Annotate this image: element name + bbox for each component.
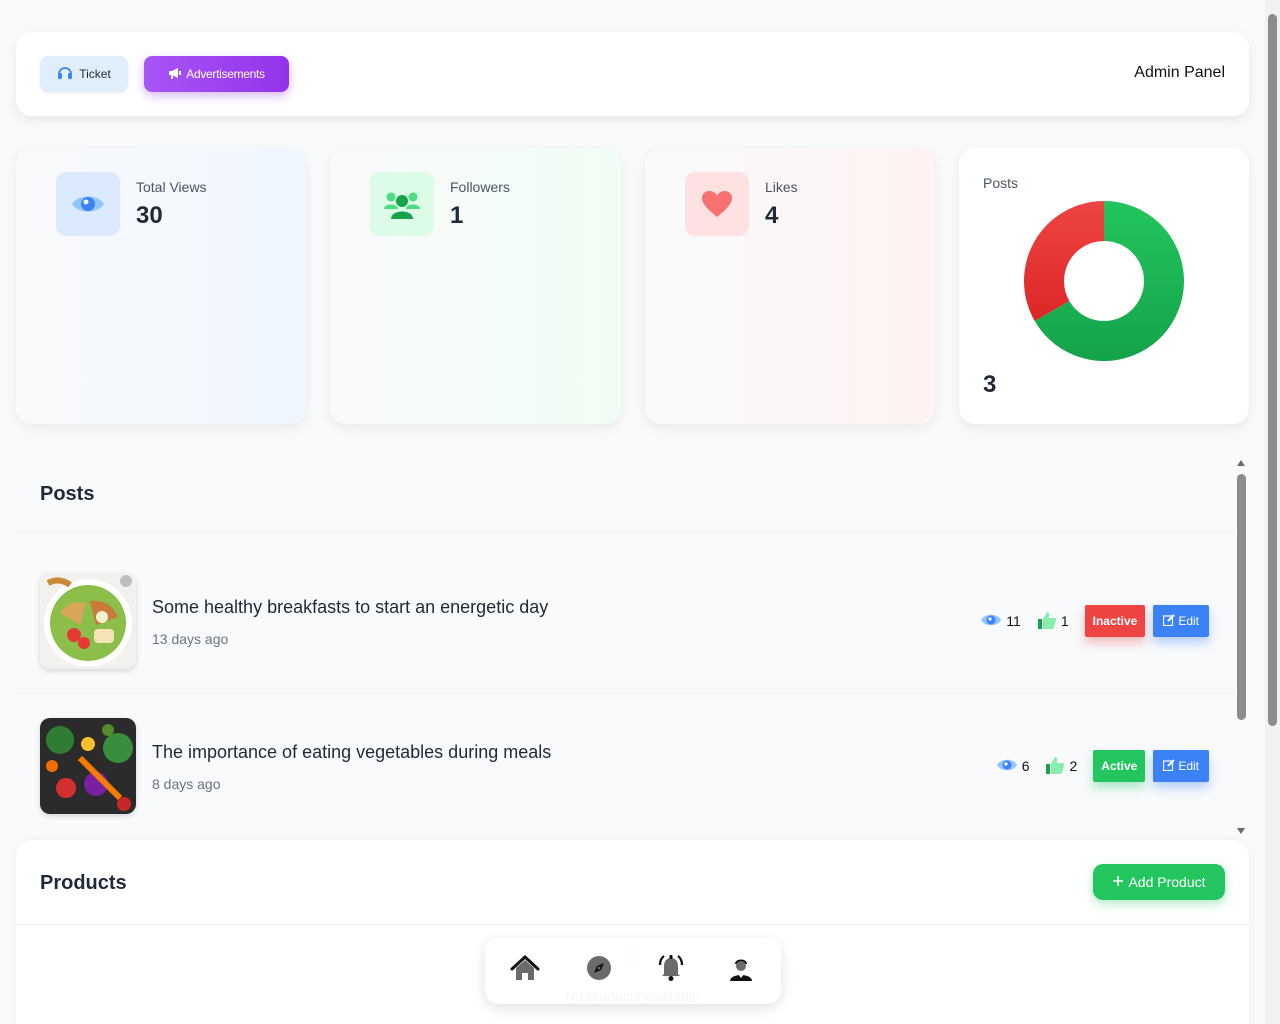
ticket-button[interactable]: Ticket <box>40 56 128 92</box>
donut-segment <box>1024 201 1104 321</box>
posts-card: Posts 3 <box>959 148 1249 424</box>
advertisements-button[interactable]: Advertisements <box>144 56 289 92</box>
likes-label: Likes <box>765 179 798 195</box>
post-likes-count: 1 <box>1060 613 1069 629</box>
post-time: 13 days ago <box>152 631 229 647</box>
eye-icon <box>996 757 1018 776</box>
page-title: Admin Panel <box>1134 64 1225 81</box>
add-product-button[interactable]: Add Product <box>1093 864 1225 900</box>
likes-card: Likes 4 <box>645 148 935 424</box>
total-views-value: 30 <box>136 202 163 229</box>
post-row[interactable]: Some healthy breakfasts to start an ener… <box>16 549 1233 693</box>
post-views: 6 <box>996 757 1030 776</box>
bottom-navigation <box>485 938 781 1004</box>
edit-post-label: Edit <box>1178 614 1199 628</box>
eye-icon <box>56 172 120 236</box>
followers-card: Followers 1 <box>330 148 621 424</box>
posts-stat-value: 3 <box>983 371 997 398</box>
status-toggle-button[interactable]: Active <box>1093 750 1146 782</box>
home-icon[interactable] <box>509 952 541 984</box>
headset-icon <box>57 66 73 83</box>
post-thumbnail <box>40 573 136 669</box>
post-likes: 1 <box>1037 611 1069 632</box>
post-likes: 2 <box>1045 756 1077 777</box>
heart-icon <box>685 172 749 236</box>
users-icon <box>370 172 434 236</box>
products-header-divider <box>16 924 1249 925</box>
top-header: Ticket Advertisements Admin Panel <box>16 32 1249 116</box>
post-thumbnail <box>40 718 136 814</box>
posts-header-divider <box>16 532 1233 533</box>
edit-icon <box>1163 758 1176 774</box>
post-divider <box>16 693 1233 694</box>
likes-value: 4 <box>765 202 779 229</box>
edit-post-button[interactable]: Edit <box>1153 750 1209 782</box>
thumbs-up-icon <box>1037 611 1057 632</box>
followers-value: 1 <box>450 202 464 229</box>
window-scrollbar-thumb[interactable] <box>1268 14 1277 726</box>
total-views-label: Total Views <box>136 179 207 195</box>
add-product-label: Add Product <box>1128 874 1206 890</box>
total-views-card: Total Views 30 <box>16 148 306 424</box>
post-likes-count: 2 <box>1069 758 1078 774</box>
post-actions: 6 2 Active Edit <box>996 750 1209 782</box>
scroll-up-arrow[interactable] <box>1237 460 1245 466</box>
donut-segment <box>1034 201 1184 361</box>
advertisements-button-label: Advertisements <box>186 67 265 81</box>
post-row[interactable]: The importance of eating vegetables duri… <box>16 694 1233 838</box>
posts-scrollbar-thumb[interactable] <box>1237 474 1246 720</box>
products-section-title: Products <box>40 872 127 894</box>
status-toggle-button[interactable]: Inactive <box>1084 605 1146 637</box>
followers-label: Followers <box>450 179 510 195</box>
post-title[interactable]: The importance of eating vegetables duri… <box>152 742 552 762</box>
posts-stat-label: Posts <box>983 175 1019 191</box>
posts-donut-chart <box>1024 201 1184 361</box>
edit-icon <box>1163 613 1176 629</box>
scroll-down-arrow[interactable] <box>1237 828 1245 834</box>
plus-icon <box>1112 874 1124 890</box>
edit-post-label: Edit <box>1178 759 1199 773</box>
user-icon[interactable] <box>725 952 757 984</box>
post-views-count: 11 <box>1006 613 1021 629</box>
bell-icon[interactable] <box>655 952 687 984</box>
thumbs-up-icon <box>1045 756 1065 777</box>
posts-scrollbar[interactable] <box>1234 458 1249 836</box>
ticket-button-label: Ticket <box>79 67 111 81</box>
megaphone-icon <box>168 67 182 82</box>
post-time: 8 days ago <box>152 776 221 792</box>
eye-icon <box>980 612 1002 631</box>
post-views: 11 <box>980 612 1021 631</box>
posts-section-title: Posts <box>40 483 95 505</box>
post-views-count: 6 <box>1021 758 1030 774</box>
edit-post-button[interactable]: Edit <box>1153 605 1209 637</box>
window-scrollbar[interactable] <box>1265 0 1280 1024</box>
post-actions: 11 1 Inactive Edit <box>980 605 1209 637</box>
compass-icon[interactable] <box>583 952 615 984</box>
post-title[interactable]: Some healthy breakfasts to start an ener… <box>152 597 549 617</box>
